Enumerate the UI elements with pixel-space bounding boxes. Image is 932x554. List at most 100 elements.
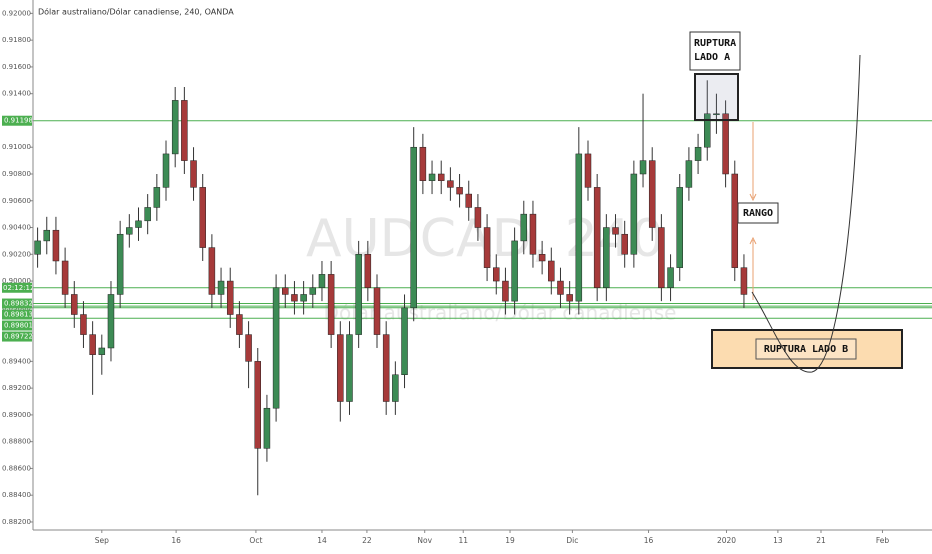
y-tick-label: 0.91800 xyxy=(2,36,31,44)
level-label-box xyxy=(2,331,32,342)
projection-curve xyxy=(751,54,861,373)
levels-layer: 0.91198 0.89832 0.89813 0.89801 0.89722 02:12… xyxy=(2,115,932,342)
candle-body xyxy=(548,260,555,282)
chart-title: Dólar australiano/Dólar canadiense, 240,… xyxy=(38,7,234,17)
x-tick-label: 19 xyxy=(505,536,515,545)
level-label: 0.89722 xyxy=(4,333,33,341)
candle-body xyxy=(43,229,51,242)
y-tick-label: 0.89200 xyxy=(2,384,31,392)
y-tick-label: 0.89400 xyxy=(2,357,31,365)
y-tick-label: 0.92000 xyxy=(2,9,31,17)
level-label-box xyxy=(2,320,32,331)
candle-body xyxy=(722,113,729,175)
candle-body xyxy=(346,334,353,402)
y-tick-label: 0.90400 xyxy=(2,224,31,232)
candle-body xyxy=(226,280,234,315)
y-tick-label: 0.91400 xyxy=(2,90,31,98)
candle-body xyxy=(639,160,647,175)
candle-body xyxy=(199,187,206,248)
x-tick-label: Sep xyxy=(95,536,109,545)
candle-body xyxy=(282,287,289,295)
candle-body xyxy=(300,294,307,302)
level-label: 0.91198 xyxy=(4,117,33,125)
candle-body xyxy=(419,146,427,181)
candle-body xyxy=(713,113,720,116)
candle-body xyxy=(126,227,133,235)
candle-body xyxy=(557,280,564,295)
candle-body xyxy=(98,347,106,355)
arrow-head xyxy=(749,236,757,245)
candle-body xyxy=(392,374,399,402)
x-tick-label: Feb xyxy=(876,536,890,545)
level-label: 0.89813 xyxy=(4,311,33,319)
candle-body xyxy=(474,207,482,228)
y-tick-label: 0.90000 xyxy=(2,277,31,285)
candle-body xyxy=(456,187,463,195)
candle-body xyxy=(621,233,628,255)
candle-body xyxy=(236,314,243,335)
level-label: 0.89801 xyxy=(4,322,33,330)
countdown: 02:12:12 xyxy=(3,284,34,292)
candle-body xyxy=(447,180,454,188)
candle-body xyxy=(153,187,161,208)
y-tick-label: 0.90800 xyxy=(2,170,31,178)
x-tick-label: 16 xyxy=(171,536,181,545)
x-tick-label: 22 xyxy=(362,536,372,545)
candle-body xyxy=(162,153,170,188)
x-tick-label: Dic xyxy=(566,536,578,545)
candle-body xyxy=(52,229,60,262)
candle-body xyxy=(538,254,546,262)
candle-body xyxy=(658,227,665,289)
candle-body xyxy=(648,160,656,228)
candle-body xyxy=(263,407,271,449)
candle-body xyxy=(190,160,197,188)
candle-body xyxy=(116,233,124,295)
candle-body xyxy=(704,113,711,148)
candle-body xyxy=(364,254,372,289)
candle-body xyxy=(612,227,619,235)
candle-body xyxy=(181,100,188,161)
breakout-a-zone xyxy=(694,73,739,121)
candle-body xyxy=(493,267,500,282)
candle-body xyxy=(71,294,78,315)
candle-body xyxy=(318,274,326,289)
x-tick-label: 21 xyxy=(816,536,826,545)
y-tick-label: 0.88600 xyxy=(2,464,31,472)
candle-body xyxy=(245,334,252,362)
candle-body xyxy=(685,160,693,188)
candle-body xyxy=(410,146,417,309)
level-label-box xyxy=(2,115,32,126)
candle-body xyxy=(694,146,702,161)
candle-body xyxy=(254,361,261,449)
watermark-subtitle: Dólar australiano/Dólar canadiense xyxy=(324,301,677,325)
y-tick-label: 0.88400 xyxy=(2,491,31,499)
y-tick-label: 0.88800 xyxy=(2,438,31,446)
candle-body xyxy=(80,314,87,335)
level-label-box xyxy=(2,309,32,320)
candle-body xyxy=(61,260,69,295)
candles-layer xyxy=(34,80,748,496)
candle-body xyxy=(575,153,583,302)
candle-body xyxy=(465,193,472,208)
candle-body xyxy=(355,254,362,335)
candle-body xyxy=(107,294,115,349)
candle-body xyxy=(667,267,674,289)
note-box xyxy=(737,202,779,224)
note-range: RANGO xyxy=(743,208,773,219)
candle-body xyxy=(502,280,509,302)
note-breakout-b: RUPTURA LADO B xyxy=(764,344,848,355)
x-tick-label: Oct xyxy=(249,536,262,545)
candle-body xyxy=(566,294,573,302)
x-tick-label: 16 xyxy=(644,536,654,545)
candle-body xyxy=(401,307,408,375)
candle-body xyxy=(511,240,518,302)
candle-body xyxy=(89,334,96,355)
candle-body xyxy=(740,267,748,295)
candle-body xyxy=(217,280,225,295)
candle-body xyxy=(584,153,592,188)
candle-body xyxy=(135,220,142,228)
candle-body xyxy=(373,287,381,335)
candle-body xyxy=(382,334,390,402)
